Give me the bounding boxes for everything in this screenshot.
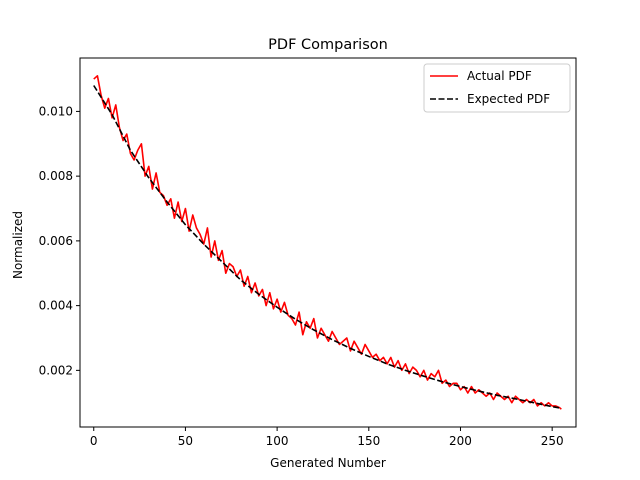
y-tick-label: 0.006 (39, 234, 73, 248)
legend: Actual PDF Expected PDF (423, 63, 571, 113)
y-tick-label: 0.002 (39, 363, 73, 377)
y-tick-label: 0.004 (39, 299, 73, 313)
axis-layer: 0 50 100 150 200 250 0.002 0.004 0.006 0.008 0.010 (39, 57, 577, 448)
series-line-1 (93, 75, 562, 410)
legend-label-1: Actual PDF (467, 69, 532, 83)
y-tick-label: 0.008 (39, 169, 73, 183)
x-tick-label: 150 (357, 434, 380, 448)
y-axis-label: Normalized (11, 211, 25, 279)
x-tick-label: 50 (178, 434, 193, 448)
legend-box (423, 63, 571, 113)
x-tick-label: 250 (541, 434, 564, 448)
x-tick-label: 0 (90, 434, 98, 448)
x-axis-label: Generated Number (270, 456, 386, 470)
axes-frame (79, 57, 577, 428)
y-tick-label: 0.010 (39, 104, 73, 118)
x-tick-label: 200 (449, 434, 472, 448)
chart-title: PDF Comparison (268, 37, 388, 53)
series-line-2 (93, 85, 562, 410)
plot-layer (93, 75, 562, 410)
x-tick-label: 100 (266, 434, 289, 448)
legend-label-2: Expected PDF (467, 92, 550, 106)
